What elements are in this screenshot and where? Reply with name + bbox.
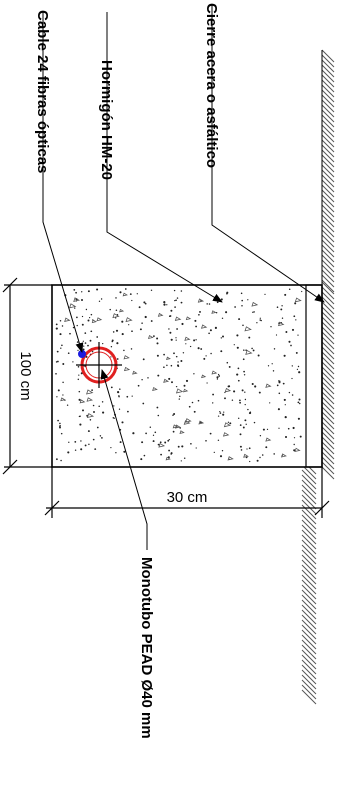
duct-label: Monotubo PEAD Ø40 mm [138, 557, 155, 739]
ground-hatching [301, 49, 335, 705]
leader-lines [42, 5, 325, 550]
depth-dimension-label: 100 cm [17, 351, 34, 400]
trench-outline [51, 284, 323, 468]
depth-dimension [2, 277, 52, 475]
cable-label: Cable 24 fibras ópticas [34, 10, 51, 173]
width-dimension [44, 467, 330, 518]
concrete-label: Hormigón HM-20 [98, 60, 115, 180]
pavement-closure-strip [305, 284, 323, 468]
closure-label: Cierre acera o asfáltico [203, 3, 220, 168]
width-dimension-label: 30 cm [167, 489, 208, 506]
